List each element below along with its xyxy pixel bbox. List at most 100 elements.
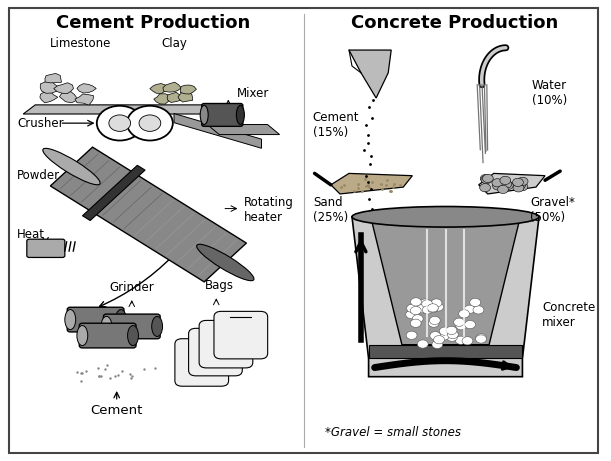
Circle shape: [411, 307, 421, 315]
Text: Gravel*
(50%): Gravel* (50%): [530, 196, 575, 224]
Circle shape: [513, 184, 524, 192]
Polygon shape: [59, 91, 77, 103]
Text: Sand
(25%): Sand (25%): [313, 196, 348, 224]
Circle shape: [470, 298, 481, 307]
Circle shape: [430, 331, 441, 340]
Text: Bags: Bags: [205, 279, 234, 292]
Ellipse shape: [236, 105, 244, 124]
Circle shape: [411, 302, 422, 311]
Circle shape: [446, 326, 457, 335]
Circle shape: [439, 332, 450, 340]
Circle shape: [433, 303, 444, 311]
Text: Cement
(15%): Cement (15%): [313, 112, 359, 139]
Polygon shape: [150, 83, 166, 94]
Text: Water
(10%): Water (10%): [532, 79, 567, 107]
FancyBboxPatch shape: [79, 323, 136, 348]
Polygon shape: [77, 84, 97, 93]
Circle shape: [417, 304, 428, 313]
Circle shape: [406, 310, 417, 319]
Text: Crusher: Crusher: [17, 117, 64, 130]
Text: Grinder: Grinder: [109, 282, 154, 295]
Circle shape: [447, 333, 458, 341]
Circle shape: [411, 298, 422, 306]
Polygon shape: [45, 73, 62, 83]
Ellipse shape: [43, 148, 100, 185]
Polygon shape: [368, 345, 522, 358]
Circle shape: [501, 180, 511, 188]
Circle shape: [517, 183, 528, 191]
Circle shape: [428, 304, 438, 312]
FancyBboxPatch shape: [214, 311, 268, 359]
Circle shape: [500, 176, 511, 184]
Circle shape: [428, 319, 439, 327]
Polygon shape: [371, 217, 521, 345]
Ellipse shape: [115, 309, 126, 330]
Circle shape: [483, 174, 493, 183]
Circle shape: [427, 304, 438, 313]
Polygon shape: [331, 173, 412, 194]
Circle shape: [430, 316, 441, 325]
Polygon shape: [167, 92, 180, 102]
Circle shape: [432, 340, 443, 349]
Circle shape: [481, 176, 492, 184]
Polygon shape: [54, 83, 73, 94]
Text: Clay: Clay: [161, 37, 187, 50]
Circle shape: [412, 315, 423, 323]
Text: Concrete Production: Concrete Production: [351, 14, 558, 32]
Text: Mixer: Mixer: [237, 87, 269, 100]
Polygon shape: [478, 173, 545, 194]
Circle shape: [431, 299, 442, 307]
FancyArrowPatch shape: [356, 242, 366, 337]
Circle shape: [447, 331, 458, 339]
Circle shape: [416, 306, 427, 314]
Circle shape: [422, 300, 433, 308]
Circle shape: [139, 115, 161, 131]
Text: Heat: Heat: [17, 228, 45, 241]
Polygon shape: [40, 92, 58, 103]
Circle shape: [464, 320, 475, 329]
Circle shape: [513, 178, 524, 187]
Circle shape: [473, 306, 484, 314]
FancyBboxPatch shape: [199, 320, 253, 368]
Circle shape: [497, 185, 508, 194]
Circle shape: [480, 183, 491, 192]
Polygon shape: [349, 50, 391, 98]
Polygon shape: [207, 124, 280, 135]
Circle shape: [480, 174, 491, 183]
Circle shape: [462, 337, 473, 345]
FancyBboxPatch shape: [175, 339, 229, 386]
Polygon shape: [178, 92, 192, 102]
Circle shape: [476, 334, 487, 342]
Circle shape: [434, 336, 444, 344]
FancyBboxPatch shape: [27, 239, 65, 257]
Ellipse shape: [128, 325, 139, 346]
FancyBboxPatch shape: [67, 307, 124, 332]
Circle shape: [517, 177, 528, 185]
Circle shape: [127, 106, 173, 141]
Polygon shape: [174, 113, 262, 148]
Ellipse shape: [200, 105, 208, 124]
Circle shape: [500, 179, 511, 187]
Circle shape: [422, 306, 433, 314]
Text: Limestone: Limestone: [50, 37, 111, 50]
FancyBboxPatch shape: [103, 314, 160, 339]
Circle shape: [502, 181, 513, 189]
Circle shape: [439, 327, 450, 335]
Text: Powder: Powder: [17, 169, 60, 182]
Ellipse shape: [152, 316, 163, 337]
Polygon shape: [352, 217, 539, 377]
Text: Cement Production: Cement Production: [56, 14, 250, 32]
Polygon shape: [40, 82, 59, 93]
Text: Cement: Cement: [90, 404, 143, 418]
Circle shape: [514, 181, 525, 189]
Polygon shape: [75, 94, 93, 105]
Circle shape: [456, 322, 467, 330]
Circle shape: [492, 179, 503, 187]
Circle shape: [444, 329, 455, 337]
Circle shape: [475, 335, 486, 343]
Circle shape: [97, 106, 142, 141]
Polygon shape: [50, 147, 246, 282]
Polygon shape: [154, 94, 170, 104]
Circle shape: [420, 299, 431, 307]
Ellipse shape: [197, 244, 254, 281]
